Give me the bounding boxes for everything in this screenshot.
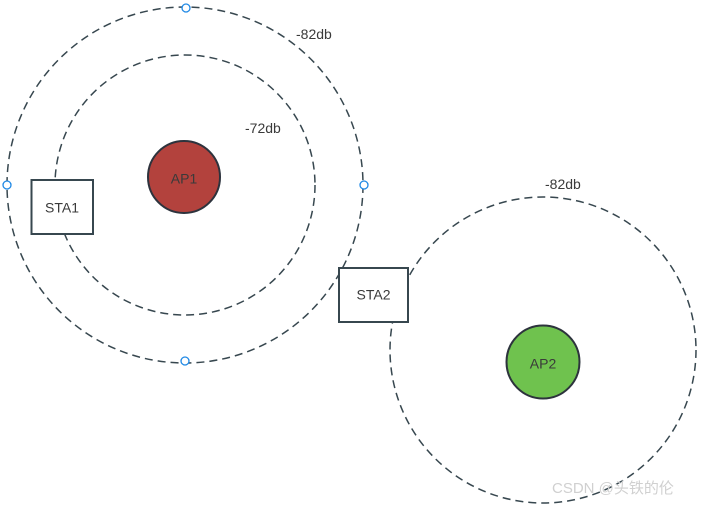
svg-text:AP2: AP2 [530, 356, 557, 372]
svg-text:-82db: -82db [545, 176, 581, 192]
svg-text:CSDN @头铁的伦: CSDN @头铁的伦 [552, 480, 674, 497]
svg-text:-82db: -82db [296, 26, 332, 42]
svg-text:STA1: STA1 [45, 200, 79, 216]
svg-text:-72db: -72db [245, 120, 281, 136]
svg-text:STA2: STA2 [357, 287, 391, 303]
svg-text:AP1: AP1 [171, 171, 198, 187]
